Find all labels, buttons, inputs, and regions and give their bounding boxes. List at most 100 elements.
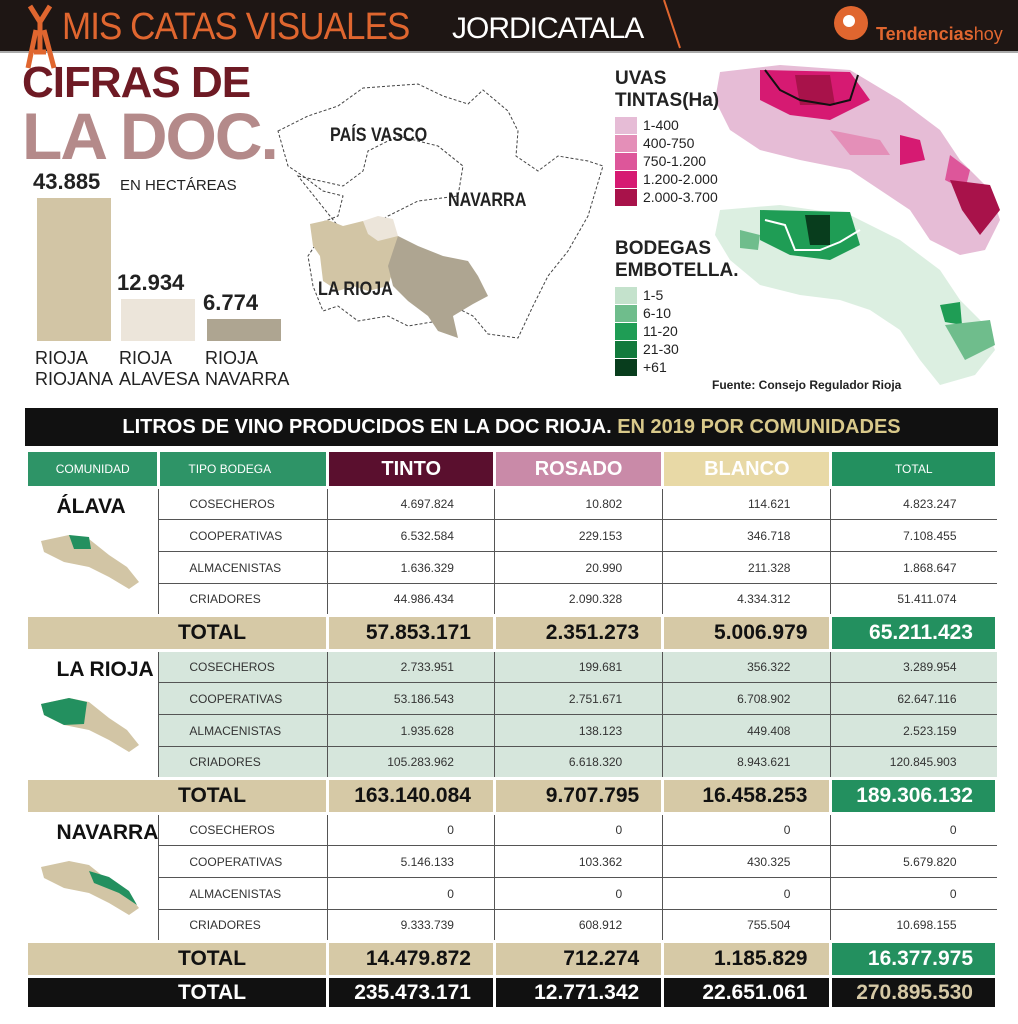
value-cell: 1.636.329 xyxy=(327,551,495,584)
grand-total-value: 235.473.171 xyxy=(326,975,496,1010)
legend-item: 1-5 xyxy=(615,286,739,304)
bar-unit-label: EN HECTÁREAS xyxy=(120,177,237,194)
total-value: 5.006.979 xyxy=(661,614,833,652)
value-cell: 199.681 xyxy=(493,650,663,683)
tipo-bodega-cell: COSECHEROS xyxy=(158,813,328,846)
wine-production-table: COMUNIDAD TIPO BODEGA TINTO ROSADO BLANCO TOT… xyxy=(24,449,998,1010)
bar-value-label: 6.774 xyxy=(203,289,259,315)
legend-item: 750-1.200 xyxy=(615,152,719,170)
value-cell: 1.935.628 xyxy=(327,714,495,747)
legend-label: 1-5 xyxy=(643,287,664,303)
bar-category-label: RIOJA ALAVESA xyxy=(119,348,200,390)
brand-logo-icon xyxy=(834,6,868,40)
legend-bodegas-title-2: EMBOTELLA. xyxy=(615,260,739,281)
bar-2 xyxy=(121,298,195,341)
tipo-bodega-cell: COOPERATIVAS xyxy=(158,682,328,715)
table-row: COOPERATIVAS 5.146.133 103.362 430.325 5.679… xyxy=(27,845,997,878)
tipo-bodega-cell: COOPERATIVAS xyxy=(158,519,328,552)
legend-label: 1.200-2.000 xyxy=(643,171,718,187)
bar-category-label: RIOJA RIOJANA xyxy=(35,348,113,390)
value-cell: 0 xyxy=(327,877,495,910)
legend-item: 1.200-2.000 xyxy=(615,170,719,188)
total-value: 1.185.829 xyxy=(661,940,833,978)
table-row: LA RIOJA COSECHEROS 2.733.951 199.681 356.32… xyxy=(27,650,997,752)
choropleth-maps xyxy=(715,65,1000,385)
brand-name[interactable]: Tendenciashoy xyxy=(876,24,1003,45)
table-row: COOPERATIVAS 6.532.584 229.153 346.718 7.108… xyxy=(27,519,997,552)
value-cell: 0 xyxy=(830,813,997,846)
value-cell: 346.718 xyxy=(662,519,831,552)
value-cell: 6.618.320 xyxy=(493,746,663,779)
legend-swatch xyxy=(615,134,637,152)
legend-uvas-title-2: TINTAS(Ha) xyxy=(615,90,720,111)
column-header-tinto: TINTO xyxy=(326,449,496,489)
value-cell: 2.523.159 xyxy=(830,714,997,747)
value-cell: 10.802 xyxy=(493,487,663,520)
tipo-bodega-cell: ALMACENISTAS xyxy=(158,551,328,584)
legend-swatch xyxy=(615,304,637,322)
value-cell: 1.868.647 xyxy=(830,551,997,584)
column-header-comunidad: COMUNIDAD xyxy=(24,449,161,489)
total-value: 163.140.084 xyxy=(326,777,496,815)
legend-label: 750-1.200 xyxy=(643,153,707,169)
table-row: CRIADORES 44.986.434 2.090.328 4.334.312 51.… xyxy=(27,583,997,616)
legend-label: 11-20 xyxy=(643,323,678,339)
value-cell: 120.845.903 xyxy=(830,746,997,779)
value-cell: 105.283.962 xyxy=(327,746,495,779)
value-cell: 0 xyxy=(662,813,831,846)
value-cell: 5.679.820 xyxy=(830,845,997,878)
value-cell: 2.751.671 xyxy=(493,682,663,715)
table-row: ALMACENISTAS 1.636.329 20.990 211.328 1.868.… xyxy=(27,551,997,584)
comunidad-name: LA RIOJA xyxy=(56,658,154,681)
map-label-la-rioja: LA RIOJA xyxy=(318,279,393,300)
legend-item: 2.000-3.700 xyxy=(615,188,719,206)
total-value: 9.707.795 xyxy=(492,777,665,815)
value-cell: 229.153 xyxy=(493,519,663,552)
legend-bodegas: BODEGAS EMBOTELLA. 1-5 6-10 11-20 21-30 +61 xyxy=(615,238,739,376)
table-row: CRIADORES 9.333.739 608.912 755.504 10.698.1… xyxy=(27,909,997,942)
legend-swatch xyxy=(615,188,637,206)
value-cell: 6.708.902 xyxy=(662,682,831,715)
bar-1 xyxy=(37,198,111,341)
group-total-row: TOTAL 57.853.171 2.351.273 5.006.979 65.211.… xyxy=(24,614,998,652)
slash-decoration xyxy=(663,0,681,49)
value-cell: 211.328 xyxy=(662,551,831,584)
tipo-bodega-cell: CRIADORES xyxy=(158,583,328,616)
tipo-bodega-cell: ALMACENISTAS xyxy=(158,877,328,910)
map-label-pais-vasco: PAÍS VASCO xyxy=(330,125,428,146)
table-title-accent: EN 2019 POR COMUNIDADES xyxy=(617,416,901,438)
comunidad-mini-map xyxy=(40,698,139,752)
total-value: 14.479.872 xyxy=(326,940,496,978)
total-value: 57.853.171 xyxy=(326,614,496,652)
bar-category-line: RIOJA xyxy=(35,348,89,368)
grand-total-value: 270.895.530 xyxy=(829,975,998,1010)
map-label-navarra: NAVARRA xyxy=(448,190,527,211)
legend-uvas-title-1: UVAS xyxy=(615,68,667,89)
total-label: TOTAL xyxy=(24,777,330,815)
uvas-tintas-map xyxy=(715,65,1000,255)
legend-uvas-tintas: UVAS TINTAS(Ha) 1-400 400-750 750-1.200 1.2… xyxy=(615,68,719,206)
bar-value-label: 12.934 xyxy=(117,269,185,295)
header-bar: MIS CATAS VISUALES JORDICATALA Tendencia… xyxy=(0,0,1018,69)
value-cell: 0 xyxy=(662,877,831,910)
value-cell: 4.823.247 xyxy=(830,487,997,520)
regions-map xyxy=(277,83,604,339)
bodegas-embotella-map xyxy=(715,205,995,385)
value-cell: 10.698.155 xyxy=(830,909,997,942)
total-value: 16.377.975 xyxy=(829,940,998,978)
value-cell: 430.325 xyxy=(662,845,831,878)
comunidad-cell: LA RIOJA xyxy=(27,651,159,779)
total-label: TOTAL xyxy=(24,614,330,652)
bar-3 xyxy=(207,318,281,341)
source-note: Fuente: Consejo Regulador Rioja xyxy=(712,378,902,392)
legend-item: 11-20 xyxy=(615,322,739,340)
legend-bodegas-title-1: BODEGAS xyxy=(615,238,712,259)
tipo-bodega-cell: COSECHEROS xyxy=(158,487,328,520)
grand-total-value: 22.651.061 xyxy=(661,975,833,1010)
total-value: 16.458.253 xyxy=(661,777,833,815)
value-cell: 449.408 xyxy=(662,714,831,747)
legend-label: +61 xyxy=(643,359,667,375)
column-header-total: TOTAL xyxy=(829,449,998,489)
brand-bold: Tendencias xyxy=(876,24,974,44)
value-cell: 9.333.739 xyxy=(327,909,495,942)
